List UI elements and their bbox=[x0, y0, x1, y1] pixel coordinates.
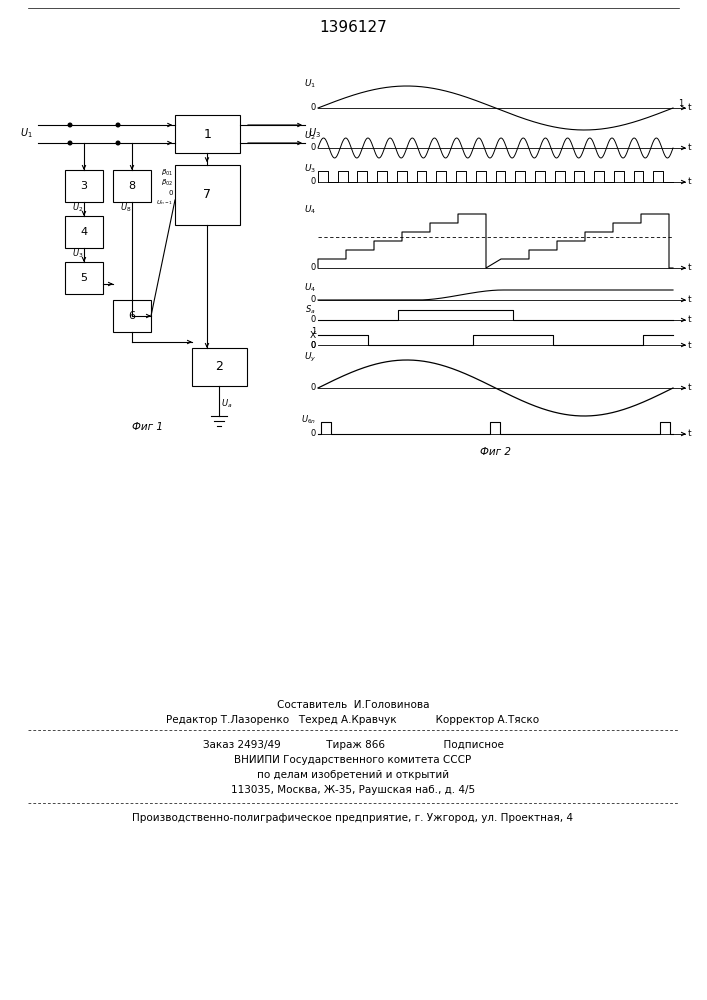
Text: $U_1$: $U_1$ bbox=[304, 78, 316, 90]
Bar bbox=[65, 262, 103, 294]
Text: 0: 0 bbox=[311, 383, 316, 392]
Text: $U_1$: $U_1$ bbox=[21, 126, 33, 140]
Text: 7: 7 bbox=[204, 188, 211, 202]
Text: 0: 0 bbox=[311, 296, 316, 304]
Text: $U_4$: $U_4$ bbox=[304, 282, 316, 294]
Text: 3: 3 bbox=[81, 181, 88, 191]
Text: Составитель  И.Головинова: Составитель И.Головинова bbox=[276, 700, 429, 710]
Text: 0: 0 bbox=[311, 430, 316, 438]
Text: 1396127: 1396127 bbox=[319, 20, 387, 35]
Text: $U_2$: $U_2$ bbox=[71, 202, 83, 214]
Bar bbox=[175, 165, 240, 225]
Text: t: t bbox=[688, 178, 691, 186]
Text: Фиг 2: Фиг 2 bbox=[479, 447, 510, 457]
Text: t: t bbox=[688, 296, 691, 304]
Text: 5: 5 bbox=[81, 273, 88, 283]
Bar bbox=[192, 348, 247, 386]
Text: $U_2$: $U_2$ bbox=[304, 130, 316, 142]
Text: 0: 0 bbox=[311, 178, 316, 186]
Text: 8: 8 bbox=[129, 181, 136, 191]
Text: 113035, Москва, Ж-35, Раушская наб., д. 4/5: 113035, Москва, Ж-35, Раушская наб., д. … bbox=[231, 785, 475, 795]
Text: t: t bbox=[688, 383, 691, 392]
Text: 4: 4 bbox=[81, 227, 88, 237]
Circle shape bbox=[116, 123, 119, 127]
Bar bbox=[113, 300, 151, 332]
Text: 0: 0 bbox=[168, 190, 173, 196]
Text: 1: 1 bbox=[204, 127, 211, 140]
Text: $U_3$: $U_3$ bbox=[308, 126, 321, 140]
Text: 1: 1 bbox=[311, 327, 316, 336]
Text: 0: 0 bbox=[311, 340, 316, 350]
Text: t: t bbox=[688, 263, 691, 272]
Text: $U_{n-1}$: $U_{n-1}$ bbox=[156, 199, 173, 207]
Bar bbox=[65, 216, 103, 248]
Text: Производственно-полиграфическое предприятие, г. Ужгород, ул. Проектная, 4: Производственно-полиграфическое предприя… bbox=[132, 813, 573, 823]
Text: 0: 0 bbox=[311, 316, 316, 324]
Text: t: t bbox=[688, 104, 691, 112]
Text: t: t bbox=[688, 143, 691, 152]
Text: 0: 0 bbox=[311, 340, 316, 350]
Bar bbox=[175, 115, 240, 153]
Text: 0: 0 bbox=[311, 143, 316, 152]
Text: $U_a$: $U_a$ bbox=[221, 398, 233, 410]
Text: по делам изобретений и открытий: по делам изобретений и открытий bbox=[257, 770, 449, 780]
Text: Редактор Т.Лазоренко   Техред А.Кравчук            Корректор А.Тяско: Редактор Т.Лазоренко Техред А.Кравчук Ко… bbox=[166, 715, 539, 725]
Text: $U_y$: $U_y$ bbox=[303, 350, 316, 364]
Text: 2: 2 bbox=[216, 360, 223, 373]
Bar bbox=[113, 170, 151, 202]
Text: $\beta_{01}$: $\beta_{01}$ bbox=[160, 168, 173, 178]
Text: $U_4$: $U_4$ bbox=[304, 204, 316, 216]
Text: Заказ 2493/49              Тираж 866                  Подписное: Заказ 2493/49 Тираж 866 Подписное bbox=[203, 740, 503, 750]
Text: $U_8$: $U_8$ bbox=[119, 202, 131, 214]
Text: ВНИИПИ Государственного комитета СССР: ВНИИПИ Государственного комитета СССР bbox=[235, 755, 472, 765]
Text: $U_3$: $U_3$ bbox=[304, 163, 316, 175]
Text: Фиг 1: Фиг 1 bbox=[132, 422, 163, 432]
Bar bbox=[65, 170, 103, 202]
Text: $\beta_{02}$: $\beta_{02}$ bbox=[160, 178, 173, 188]
Text: 1: 1 bbox=[678, 99, 683, 107]
Text: t: t bbox=[688, 316, 691, 324]
Circle shape bbox=[68, 123, 72, 127]
Text: 0: 0 bbox=[311, 263, 316, 272]
Text: $U_3$: $U_3$ bbox=[71, 248, 83, 260]
Text: t: t bbox=[688, 430, 691, 438]
Text: t: t bbox=[688, 340, 691, 350]
Text: X: X bbox=[310, 330, 316, 340]
Text: 6: 6 bbox=[129, 311, 136, 321]
Text: 0: 0 bbox=[311, 104, 316, 112]
Text: $U_{6n}$: $U_{6n}$ bbox=[300, 414, 316, 426]
Circle shape bbox=[68, 141, 72, 145]
Circle shape bbox=[116, 141, 119, 145]
Text: $S_a$: $S_a$ bbox=[305, 304, 316, 316]
